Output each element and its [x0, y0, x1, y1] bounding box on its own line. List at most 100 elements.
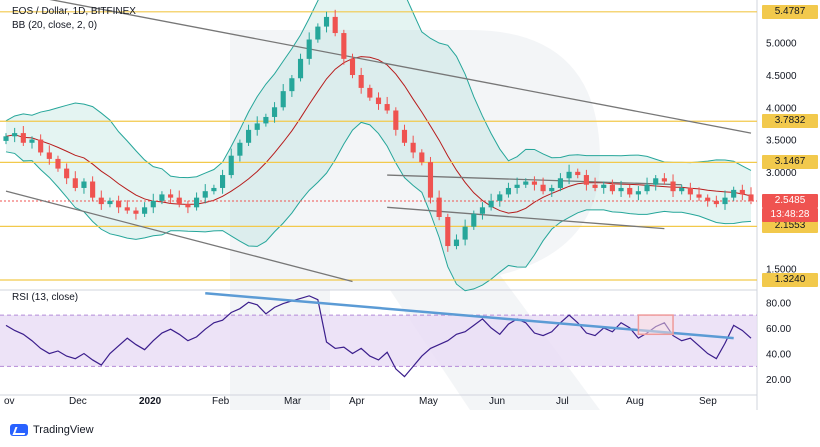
candle-body — [349, 58, 356, 75]
rsi-series — [5, 292, 752, 378]
candle-body — [72, 178, 78, 188]
candle-body — [55, 158, 61, 169]
candle — [245, 124, 252, 146]
candle — [341, 29, 347, 65]
rsi-highlight-box — [637, 314, 674, 336]
candle — [609, 179, 615, 195]
candle — [263, 113, 269, 127]
candle-body — [116, 200, 122, 208]
candle-body — [722, 197, 728, 205]
candle — [46, 145, 52, 165]
candle — [228, 148, 234, 179]
candle — [531, 176, 537, 191]
candle-body — [653, 178, 659, 185]
candle — [427, 156, 434, 204]
candle — [592, 177, 598, 192]
rsi-band-fill — [0, 315, 757, 367]
candle-body — [410, 142, 416, 153]
candle — [375, 92, 382, 110]
candle — [237, 139, 243, 162]
candle-body — [228, 155, 234, 176]
candle — [393, 107, 399, 136]
candle-body — [98, 197, 104, 205]
candle-body — [29, 139, 35, 143]
candle — [583, 169, 589, 191]
time-tick-label: ov — [4, 396, 15, 407]
candle-body — [332, 16, 338, 34]
candle-body — [150, 200, 156, 208]
candle-body — [514, 184, 520, 188]
candle-body — [523, 181, 529, 185]
resistance-trend-line — [49, 0, 752, 134]
candle — [306, 32, 312, 65]
candle-body — [306, 39, 312, 59]
candle-body — [46, 152, 52, 159]
candle — [12, 127, 18, 143]
horizontal-levels — [0, 11, 757, 281]
candle-body — [401, 129, 408, 143]
candle — [90, 176, 96, 201]
candle-body — [289, 78, 295, 92]
candle — [72, 171, 78, 192]
candle — [323, 11, 330, 33]
candle — [722, 190, 728, 210]
candle-body — [445, 217, 451, 247]
candle — [670, 174, 676, 197]
candle-body — [557, 178, 563, 188]
candle — [168, 189, 174, 204]
candle-body — [566, 171, 572, 179]
candle-body — [427, 162, 434, 198]
candle-body — [601, 184, 607, 188]
candle — [367, 84, 373, 101]
bb-basis — [5, 56, 752, 214]
candle — [202, 184, 208, 204]
candle-body — [315, 26, 321, 40]
time-tick-label: Aug — [626, 396, 644, 407]
candle — [687, 182, 693, 201]
candle-body — [280, 91, 286, 108]
candle-body — [168, 194, 174, 198]
candle-body — [713, 200, 719, 205]
time-tick-label: Feb — [212, 396, 230, 407]
candle-body — [705, 197, 711, 201]
candle-body — [367, 87, 373, 98]
candle — [384, 96, 390, 114]
candle-body — [107, 200, 113, 205]
candle-body — [220, 175, 226, 188]
candle-body — [254, 123, 260, 130]
price-tick-label: 4.5000 — [766, 71, 797, 82]
candle-body — [696, 194, 702, 198]
candle — [471, 210, 477, 230]
time-tick-label: Sep — [699, 396, 717, 407]
bb-lower-band — [5, 121, 752, 292]
candle-body — [436, 197, 442, 217]
rsi-tick-label: 20.00 — [766, 375, 791, 386]
candle — [748, 187, 754, 205]
candle-body — [583, 175, 589, 185]
candle — [20, 125, 26, 146]
rsi-band — [0, 314, 757, 367]
candle — [479, 202, 486, 220]
price-tick-label: 3.0000 — [766, 168, 797, 179]
candle — [133, 207, 139, 220]
bb-upper-band — [5, 0, 752, 179]
candle-body — [479, 207, 486, 214]
candle-body — [575, 171, 581, 176]
candle — [64, 163, 70, 185]
candle-body — [679, 187, 685, 192]
bar-countdown-badge: 13:48:28 — [762, 207, 818, 222]
tradingview-brand[interactable]: TradingView — [10, 424, 94, 436]
candle-body — [159, 194, 165, 201]
candle — [436, 190, 442, 221]
level-price-badge: 1.3240 — [762, 272, 818, 287]
candle-body — [644, 184, 650, 192]
price-tick-label: 3.5000 — [766, 136, 797, 147]
level-price-badge: 3.1467 — [762, 155, 818, 170]
candle-body — [358, 75, 364, 88]
level-price-badge: 3.7832 — [762, 114, 818, 129]
candle — [549, 184, 555, 197]
candle-body — [133, 210, 139, 214]
candle-body — [20, 133, 26, 143]
bb-fill — [6, 0, 751, 291]
